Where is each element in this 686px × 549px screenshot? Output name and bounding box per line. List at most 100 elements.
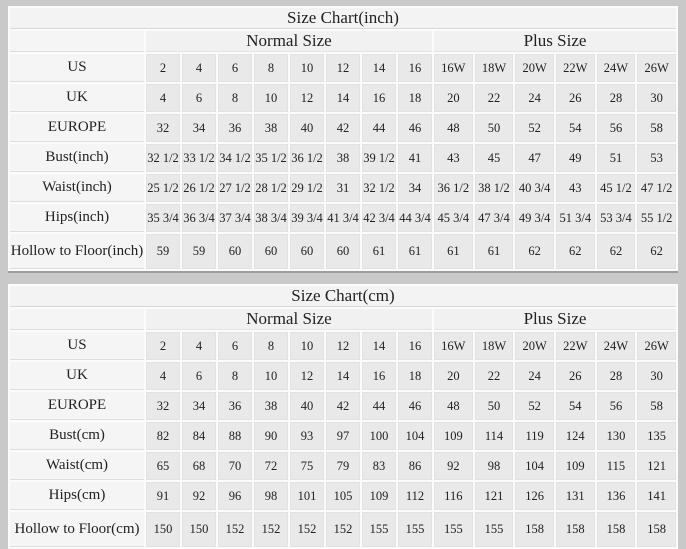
row-label: Waist(cm): [10, 452, 144, 480]
group-header-blank: [10, 31, 144, 52]
table-row: Hips(cm) 91 92 96 98 101 105 109 112 116 121 126 131…: [10, 482, 676, 510]
size-cell: 115: [596, 452, 636, 480]
size-cell: 10: [290, 332, 324, 360]
size-cell: 22: [474, 84, 514, 112]
size-cell: 60: [218, 234, 252, 269]
size-cell: 45 1/2: [596, 174, 636, 202]
table-title: Size Chart(cm): [10, 286, 676, 307]
size-cell: 6: [218, 54, 252, 82]
table-row: Waist(cm) 65 68 70 72 75 79 83 86 92 98 104 109 115 12…: [10, 452, 676, 480]
size-cell: 82: [146, 422, 180, 450]
size-cell: 131: [555, 482, 595, 510]
size-cell: 24W: [596, 332, 636, 360]
table-title: Size Chart(inch): [10, 8, 676, 29]
size-cell: 43: [434, 144, 473, 172]
size-cell: 44 3/4: [398, 204, 432, 232]
row-label: EUROPE: [10, 114, 144, 142]
size-cell: 59: [182, 234, 216, 269]
size-chart-inch-table: Size Chart(inch) Normal Size Plus Size US 2 4…: [8, 6, 678, 271]
size-cell: 22W: [555, 54, 595, 82]
size-cell: 38: [254, 114, 288, 142]
size-cell: 35 3/4: [146, 204, 180, 232]
size-cell: 36: [218, 114, 252, 142]
size-cell: 60: [290, 234, 324, 269]
size-cell: 16: [398, 332, 432, 360]
size-cell: 58: [637, 114, 676, 142]
size-cell: 4: [182, 54, 216, 82]
size-cell: 30: [637, 362, 676, 390]
size-cell: 30: [637, 84, 676, 112]
size-cell: 32: [146, 392, 180, 420]
size-cell: 119: [515, 422, 554, 450]
row-label: US: [10, 332, 144, 360]
size-cell: 16: [362, 84, 396, 112]
size-cell: 46: [398, 114, 432, 142]
size-cell: 50: [474, 392, 514, 420]
table-row: US 2 4 6 8 10 12 14 16 16W 18W 20W 22W 24W 26W: [10, 332, 676, 360]
size-cell: 34: [182, 392, 216, 420]
size-cell: 14: [326, 362, 360, 390]
size-cell: 6: [182, 84, 216, 112]
size-cell: 56: [596, 392, 636, 420]
size-cell: 135: [637, 422, 676, 450]
size-cell: 44: [362, 114, 396, 142]
size-cell: 26: [555, 84, 595, 112]
size-cell: 62: [637, 234, 676, 269]
size-cell: 61: [474, 234, 514, 269]
size-cell: 37 3/4: [218, 204, 252, 232]
size-cell: 32: [146, 114, 180, 142]
size-cell: 29 1/2: [290, 174, 324, 202]
size-cell: 6: [218, 332, 252, 360]
size-cell: 8: [254, 54, 288, 82]
size-cell: 45: [474, 144, 514, 172]
row-label: Hips(cm): [10, 482, 144, 510]
size-cell: 10: [254, 84, 288, 112]
size-cell: 61: [434, 234, 473, 269]
size-cell: 28 1/2: [254, 174, 288, 202]
size-cell: 49: [555, 144, 595, 172]
size-cell: 14: [326, 84, 360, 112]
size-cell: 36 1/2: [434, 174, 473, 202]
size-cell: 40: [290, 114, 324, 142]
size-cell: 39 1/2: [362, 144, 396, 172]
size-cell: 20W: [515, 332, 554, 360]
table-row: Bust(inch) 32 1/2 33 1/2 34 1/2 35 1/2 36 1/2…: [10, 144, 676, 172]
size-cell: 8: [254, 332, 288, 360]
size-cell: 53 3/4: [596, 204, 636, 232]
size-cell: 14: [362, 332, 396, 360]
size-cell: 79: [326, 452, 360, 480]
size-cell: 92: [434, 452, 473, 480]
size-cell: 27 1/2: [218, 174, 252, 202]
size-cell: 10: [254, 362, 288, 390]
size-cell: 52: [515, 392, 554, 420]
size-cell: 4: [146, 84, 180, 112]
size-cell: 109: [555, 452, 595, 480]
size-cell: 24: [515, 84, 554, 112]
size-cell: 126: [515, 482, 554, 510]
row-label: Bust(cm): [10, 422, 144, 450]
group-header-blank: [10, 309, 144, 330]
size-cell: 98: [474, 452, 514, 480]
size-cell: 38: [326, 144, 360, 172]
size-cell: 83: [362, 452, 396, 480]
size-cell: 24: [515, 362, 554, 390]
size-chart-cm-table: Size Chart(cm) Normal Size Plus Size US 2 4 6 8…: [8, 284, 678, 549]
size-cell: 48: [434, 114, 473, 142]
size-cell: 56: [596, 114, 636, 142]
size-cell: 136: [596, 482, 636, 510]
size-cell: 48: [434, 392, 473, 420]
table-row: Hollow to Floor(inch) 59 59 60 60 60 60 61 61 61 6…: [10, 234, 676, 269]
size-cell: 18: [398, 362, 432, 390]
row-label: Hollow to Floor(inch): [10, 234, 144, 269]
size-cell: 44: [362, 392, 396, 420]
size-cell: 28: [596, 362, 636, 390]
size-cell: 109: [362, 482, 396, 510]
size-cell: 20: [434, 84, 473, 112]
size-cell: 12: [290, 84, 324, 112]
size-cell: 51 3/4: [555, 204, 595, 232]
size-cell: 16: [398, 54, 432, 82]
size-cell: 22: [474, 362, 514, 390]
size-table: Size Chart(inch) Normal Size Plus Size US 2 4…: [8, 6, 678, 271]
size-cell: 98: [254, 482, 288, 510]
size-cell: 31: [326, 174, 360, 202]
